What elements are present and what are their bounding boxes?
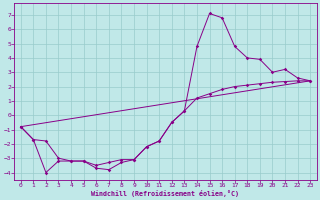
X-axis label: Windchill (Refroidissement éolien,°C): Windchill (Refroidissement éolien,°C) [92, 190, 239, 197]
